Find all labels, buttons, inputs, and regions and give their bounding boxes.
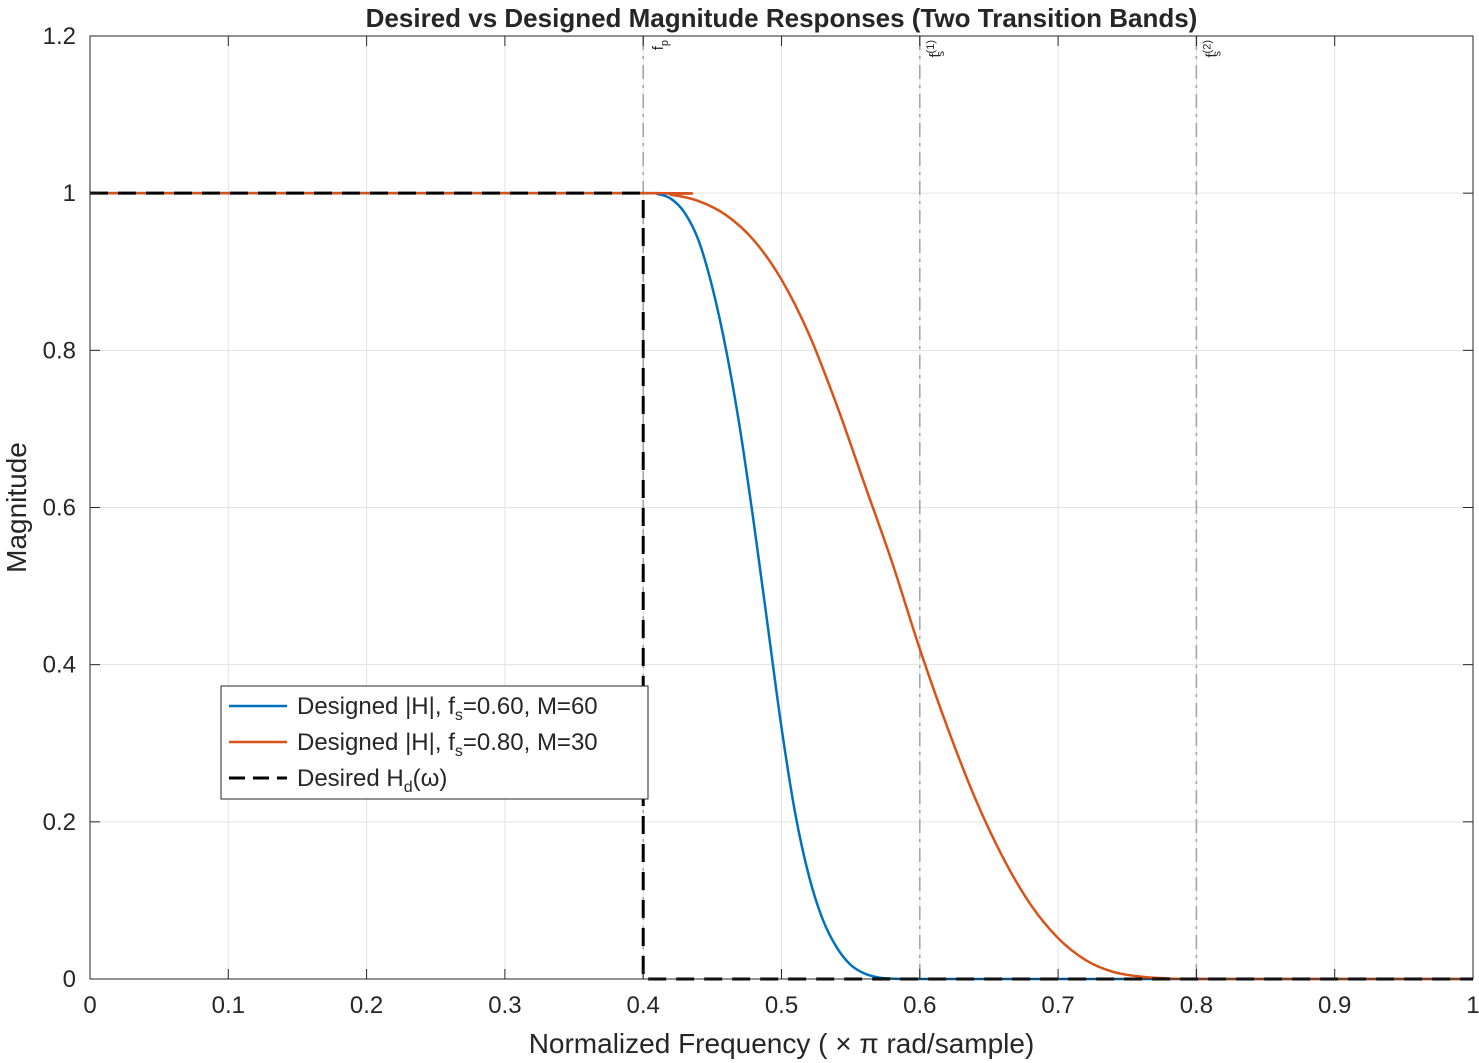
x-tick-label: 0.7 <box>1041 992 1074 1019</box>
y-tick-label: 1 <box>63 180 76 207</box>
x-tick-label: 0.6 <box>903 992 936 1019</box>
x-tick-label: 0.5 <box>765 992 798 1019</box>
legend: Designed |H|, fs=0.60, M=60 Designed |H|,… <box>220 685 649 800</box>
x-tick-label: 0.2 <box>350 992 383 1019</box>
x-tick-label: 1 <box>1466 992 1479 1019</box>
x-tick-label: 0.9 <box>1318 992 1351 1019</box>
chart-title: Desired vs Designed Magnitude Responses … <box>366 3 1198 33</box>
series-line-2 <box>89 191 1473 981</box>
x-tick-label: 0.4 <box>627 992 660 1019</box>
y-tick-label: 0.4 <box>43 652 76 679</box>
y-tick-label: 0 <box>63 966 76 993</box>
x-tick-label: 0.3 <box>488 992 521 1019</box>
legend-entry: Designed |H|, fs=0.60, M=60 <box>297 693 598 724</box>
x-tick-label: 0.8 <box>1180 992 1213 1019</box>
x-axis-label: Normalized Frequency ( × π rad/sample) <box>529 1028 1035 1059</box>
y-tick-label: 0.2 <box>43 809 76 836</box>
legend-entry: Designed |H|, fs=0.80, M=30 <box>297 729 598 760</box>
y-tick-label: 0.6 <box>43 495 76 522</box>
y-tick-label: 1.2 <box>43 23 76 50</box>
reference-line-label: f(2)s <box>1201 40 1223 58</box>
legend-entry: Desired Hd(ω) <box>297 765 447 796</box>
y-tick-label: 0.8 <box>43 337 76 364</box>
x-tick-label: 0 <box>83 992 96 1019</box>
grid <box>89 35 1474 980</box>
ticks: 0 0.1 0.2 0.3 0.4 0.5 0.6 0.7 0.8 0.9 1 0 0.2 0.4 0.6 0… <box>43 23 1479 1019</box>
legend-box <box>220 685 649 800</box>
y-axis-label: Magnitude <box>1 442 32 573</box>
reference-line-label: fp <box>650 40 671 50</box>
reference-line-label: f(1)s <box>925 40 947 58</box>
x-tick-label: 0.1 <box>212 992 245 1019</box>
